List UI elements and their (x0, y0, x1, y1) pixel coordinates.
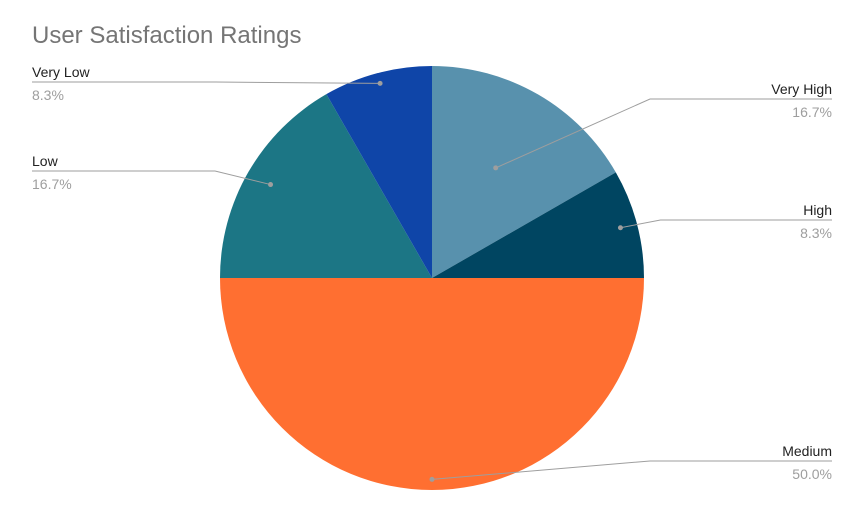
slice-label-medium: Medium (782, 443, 832, 459)
slice-label-very-low: Very Low (32, 64, 90, 80)
pie-label-group-high: High 8.3% (617, 202, 832, 241)
slice-value-low: 16.7% (32, 176, 72, 192)
leader-line-very-low (32, 81, 381, 84)
slice-value-high: 8.3% (800, 225, 832, 241)
pie-slice-low[interactable] (220, 94, 432, 278)
slice-value-medium: 50.0% (792, 466, 832, 482)
pie-slice-high[interactable] (432, 172, 644, 278)
slice-label-very-high: Very High (771, 81, 832, 97)
leader-line-very-high (495, 98, 832, 169)
pie-slice-very-high[interactable] (432, 66, 616, 278)
leader-line-medium (431, 460, 832, 480)
pie-label-group-very-high: Very High 16.7% (493, 81, 832, 171)
pie-label-group-low: Low 16.7% (32, 153, 274, 192)
leader-line-low (32, 170, 271, 186)
slice-label-high: High (803, 202, 832, 218)
slice-value-very-high: 16.7% (792, 104, 832, 120)
pie-slice-medium[interactable] (220, 278, 644, 490)
pie-labels: Very High 16.7% High 8.3% Medium 50.0% Low 16.7… (32, 64, 832, 482)
pie-label-group-very-low: Very Low 8.3% (32, 64, 383, 103)
pie-label-group-medium: Medium 50.0% (429, 443, 832, 482)
slice-label-low: Low (32, 153, 59, 169)
slice-value-very-low: 8.3% (32, 87, 64, 103)
leader-line-high (620, 219, 832, 229)
pie-slice-very-low[interactable] (326, 66, 432, 278)
pie-slices (220, 66, 644, 490)
chart-title: User Satisfaction Ratings (32, 22, 301, 49)
